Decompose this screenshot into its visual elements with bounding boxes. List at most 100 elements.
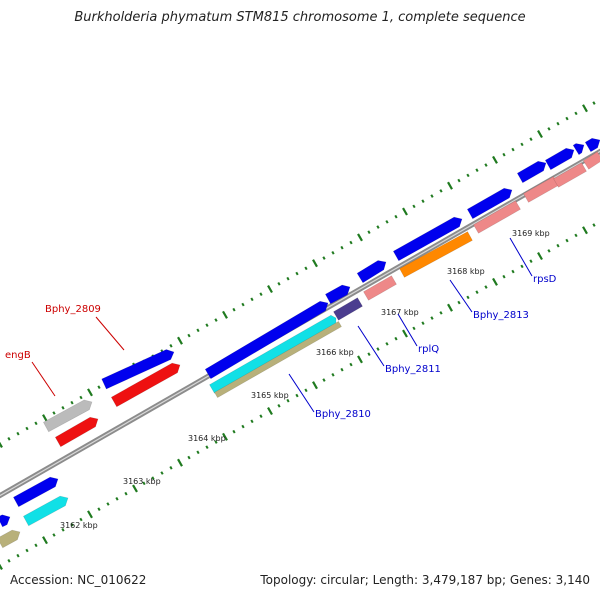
gene-label-engB: engB — [5, 350, 31, 361]
cds-arrow-rpsD — [473, 200, 521, 234]
cds-arrow — [516, 160, 547, 184]
cds-arrow — [101, 349, 175, 390]
inner-tick-mark — [556, 243, 560, 248]
inner-tick-mark — [87, 510, 93, 519]
inner-tick-mark — [205, 445, 209, 449]
inner-tick-mark — [582, 226, 588, 235]
outer-tick-mark — [232, 307, 236, 312]
outer-tick-mark — [367, 230, 371, 234]
outer-tick-mark — [250, 297, 254, 302]
outer-tick-mark — [502, 152, 506, 157]
cds-arrow — [214, 320, 342, 399]
outer-tick-mark — [484, 163, 488, 167]
inner-tick-mark — [592, 223, 596, 227]
outer-tick-mark — [16, 431, 20, 436]
inner-tick-mark — [466, 295, 470, 300]
inner-tick-mark — [331, 373, 335, 377]
cds-arrow — [204, 300, 329, 380]
cds-arrow — [544, 147, 575, 171]
outer-tick-mark — [402, 207, 408, 216]
kbp-tick-label: 3166 kbp — [316, 348, 354, 357]
cds-arrow-Bphy_2809 — [110, 362, 181, 408]
inner-tick-mark — [475, 290, 479, 295]
inner-tick-mark — [196, 450, 200, 455]
inner-tick-mark — [151, 476, 155, 480]
cds-arrow-rplQ — [363, 275, 397, 301]
gene-label-rpsD: rpsD — [533, 274, 557, 285]
outer-tick-mark — [79, 395, 83, 400]
inner-tick-mark — [349, 362, 353, 367]
outer-tick-mark — [547, 127, 551, 131]
inner-tick-mark — [547, 249, 551, 253]
leader-line-engB — [31, 361, 56, 397]
outer-tick-mark — [286, 276, 290, 281]
outer-tick-mark — [457, 178, 461, 183]
inner-tick-mark — [412, 326, 416, 331]
outer-tick-mark — [492, 155, 498, 164]
outer-tick-mark — [385, 220, 389, 224]
cds-arrow — [12, 476, 59, 508]
inner-tick-mark — [402, 329, 408, 338]
outer-tick-mark — [196, 328, 200, 333]
accession-text: Accession: NC_010622 — [10, 573, 147, 587]
outer-tick-mark — [25, 426, 29, 431]
inner-tick-mark — [357, 355, 363, 364]
inner-tick-mark — [79, 517, 83, 522]
outer-tick-mark — [565, 116, 569, 121]
cds-arrow — [356, 260, 387, 284]
inner-tick-mark — [492, 277, 498, 286]
gene-label-Bphy_2809: Bphy_2809 — [45, 304, 101, 315]
inner-tick-mark — [61, 528, 65, 532]
inner-tick-mark — [177, 458, 183, 467]
genome-summary-text: Topology: circular; Length: 3,479,187 bp… — [260, 573, 590, 587]
inner-tick-mark — [34, 543, 38, 548]
outer-tick-mark — [241, 302, 245, 307]
outer-tick-mark — [214, 318, 218, 322]
map-title: Burkholderia phymatum STM815 chromosome … — [74, 10, 526, 25]
inner-tick-mark — [447, 303, 453, 312]
leader-line-Bphy_2813 — [449, 279, 473, 313]
inner-tick-mark — [7, 559, 11, 563]
outer-tick-mark — [169, 344, 173, 348]
inner-tick-mark — [511, 269, 515, 274]
cds-arrow — [324, 284, 351, 305]
cds-arrow-engB — [54, 416, 99, 448]
inner-tick-mark — [250, 419, 254, 424]
inner-tick-mark — [295, 393, 299, 398]
outer-tick-mark — [7, 437, 11, 441]
cds-arrow — [0, 514, 11, 528]
inner-tick-mark — [160, 471, 164, 475]
inner-tick-mark — [214, 440, 218, 444]
outer-tick-mark — [592, 101, 596, 105]
outer-tick-mark — [582, 104, 588, 113]
inner-tick-mark — [187, 455, 191, 460]
leader-line-Bphy_2811 — [357, 325, 385, 367]
gene-label-Bphy_2810: Bphy_2810 — [315, 409, 371, 420]
inner-tick-mark — [132, 484, 138, 493]
inner-tick-mark — [232, 429, 236, 434]
leader-line-rpsD — [509, 237, 533, 277]
outer-tick-mark — [205, 323, 209, 327]
kbp-tick-label: 3162 kbp — [60, 521, 98, 530]
outer-tick-mark — [447, 181, 453, 190]
inner-tick-mark — [97, 507, 101, 511]
outer-tick-mark — [222, 310, 228, 319]
inner-tick-mark — [277, 404, 281, 408]
outer-tick-mark — [520, 142, 524, 147]
inner-tick-mark — [169, 466, 173, 470]
kbp-tick-label: 3165 kbp — [251, 391, 289, 400]
cds-arrow — [0, 529, 21, 549]
cds-arrow — [466, 187, 513, 220]
outer-tick-mark — [349, 240, 353, 245]
inner-tick-mark — [484, 285, 488, 289]
outer-tick-mark — [340, 245, 344, 250]
inner-tick-mark — [25, 548, 29, 553]
outer-tick-mark — [304, 266, 308, 271]
kbp-tick-label: 3167 kbp — [381, 308, 419, 317]
cds-arrow — [582, 151, 600, 170]
inner-tick-mark — [304, 388, 308, 393]
inner-tick-mark — [115, 497, 119, 501]
outer-tick-mark — [529, 137, 533, 142]
outer-tick-mark — [376, 225, 380, 229]
gene-label-Bphy_2813: Bphy_2813 — [473, 310, 529, 321]
